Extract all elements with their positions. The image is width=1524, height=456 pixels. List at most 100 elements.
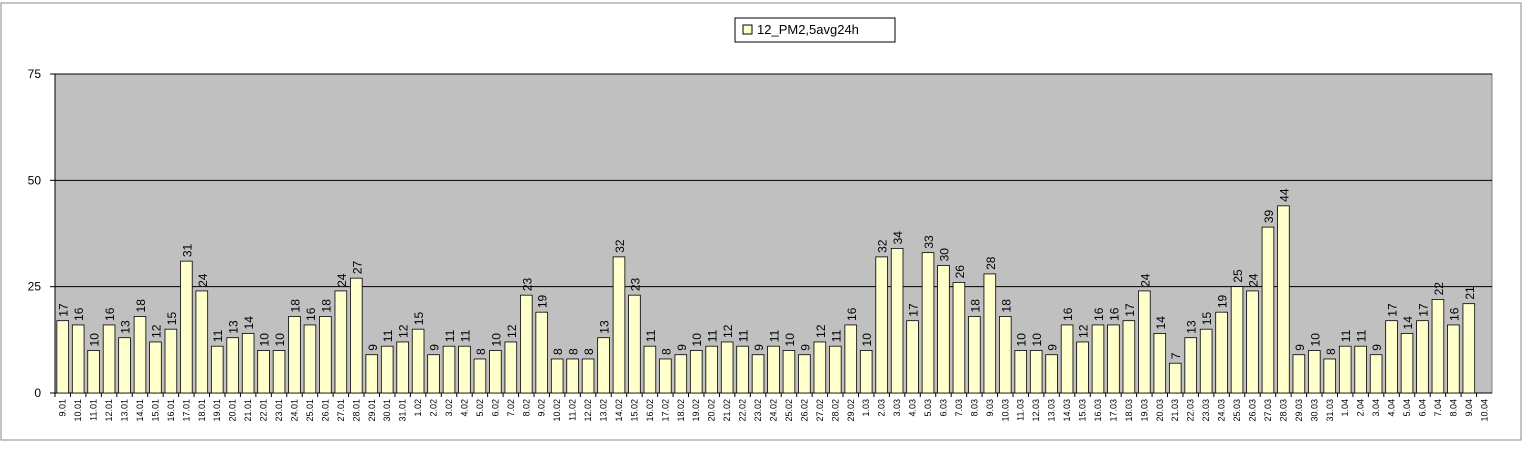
x-tick-label: 14.02 [614, 399, 624, 422]
x-tick-label: 22.01 [259, 399, 269, 422]
x-tick-label: 21.03 [1170, 399, 1180, 422]
x-tick-label: 13.02 [599, 399, 609, 422]
x-tick-label: 27.03 [1263, 399, 1273, 422]
data-label: 11 [458, 329, 472, 342]
bar [1292, 354, 1306, 394]
bar [1138, 290, 1151, 394]
x-tick-label: 4.02 [459, 399, 469, 417]
x-tick-label: 15.01 [150, 399, 160, 422]
data-label: 10 [1308, 333, 1322, 347]
bar [999, 316, 1012, 394]
bar [473, 358, 487, 394]
bar [1199, 328, 1213, 394]
y-tick-label: 25 [28, 280, 42, 294]
x-tick-label: 5.02 [475, 399, 485, 417]
x-tick-label: 9.02 [537, 399, 547, 417]
data-label: 24 [1247, 273, 1261, 287]
data-label: 14 [1401, 316, 1415, 330]
data-label: 18 [134, 299, 148, 313]
x-tick-label: 24.03 [1217, 399, 1227, 422]
bar [859, 350, 873, 394]
bar [520, 294, 533, 394]
data-label: 10 [258, 333, 272, 347]
bar [334, 290, 348, 394]
data-label: 12 [1077, 324, 1091, 338]
x-tick-label: 15.02 [629, 399, 639, 422]
bar [1107, 324, 1120, 394]
x-tick-label: 16.03 [1093, 399, 1103, 422]
bar [133, 316, 147, 394]
data-label: 11 [1355, 329, 1369, 342]
bar [1215, 311, 1228, 394]
bar [890, 247, 904, 394]
bar [674, 354, 688, 394]
bar [195, 290, 209, 394]
data-label: 25 [1231, 269, 1245, 283]
bar [659, 358, 672, 394]
data-label: 26 [953, 265, 967, 279]
bar [489, 350, 502, 394]
x-tick-label: 4.03 [908, 399, 918, 417]
data-label: 28 [984, 256, 998, 270]
data-label: 13 [1185, 320, 1199, 334]
x-tick-label: 24.02 [769, 399, 779, 422]
bar [442, 345, 456, 394]
x-tick-label: 10.04 [1479, 399, 1489, 422]
x-tick-label: 29.01 [367, 399, 377, 422]
bar [813, 341, 827, 394]
bar [71, 324, 85, 394]
data-label: 7 [1169, 352, 1183, 359]
data-label: 11 [443, 329, 457, 342]
bar [241, 333, 255, 394]
x-tick-label: 7.03 [954, 399, 964, 417]
bar [1354, 345, 1367, 394]
bar [102, 324, 116, 394]
x-tick-label: 16.01 [166, 399, 176, 422]
data-label: 16 [304, 307, 318, 321]
bar [1431, 299, 1445, 394]
data-label: 10 [273, 333, 287, 347]
x-tick-label: 19.02 [691, 399, 701, 422]
data-label: 16 [1447, 307, 1461, 321]
bar [1014, 350, 1027, 394]
x-tick-label: 11.03 [1016, 399, 1026, 421]
data-label: 16 [103, 307, 117, 321]
x-tick-label: 5.03 [923, 399, 933, 417]
data-label: 34 [891, 231, 905, 245]
bar [396, 341, 409, 394]
data-label: 15 [165, 312, 179, 326]
bar [798, 354, 811, 394]
bar [952, 282, 966, 394]
bar [272, 350, 286, 394]
bar [1153, 333, 1167, 394]
x-tick-label: 4.04 [1387, 399, 1397, 417]
legend-label: 12_PM2,5avg24h [757, 22, 859, 37]
bar [411, 328, 425, 394]
bar [1060, 324, 1074, 394]
x-tick-label: 12.03 [1031, 399, 1041, 422]
x-tick-label: 10.03 [1000, 399, 1010, 422]
bar [1091, 324, 1105, 394]
data-label: 10 [690, 333, 704, 347]
x-tick-label: 1.02 [413, 399, 423, 417]
data-label: 17 [57, 303, 71, 317]
x-tick-label: 10.01 [73, 399, 83, 422]
bar [380, 345, 394, 394]
x-tick-label: 18.01 [197, 399, 207, 422]
x-tick-label: 18.03 [1124, 399, 1134, 422]
x-tick-label: 2.03 [877, 399, 887, 417]
data-label: 11 [1339, 329, 1353, 342]
x-tick-label: 29.02 [846, 399, 856, 422]
bar [149, 341, 162, 394]
data-label: 12 [397, 324, 411, 338]
data-label: 18 [289, 299, 303, 313]
x-tick-label: 19.03 [1139, 399, 1149, 422]
bar [767, 345, 780, 394]
data-label: 13 [119, 320, 133, 334]
x-tick-label: 7.02 [506, 399, 516, 417]
x-tick-label: 6.03 [938, 399, 948, 417]
data-label: 12 [814, 324, 828, 338]
bar [1184, 337, 1197, 394]
bar [226, 337, 239, 394]
